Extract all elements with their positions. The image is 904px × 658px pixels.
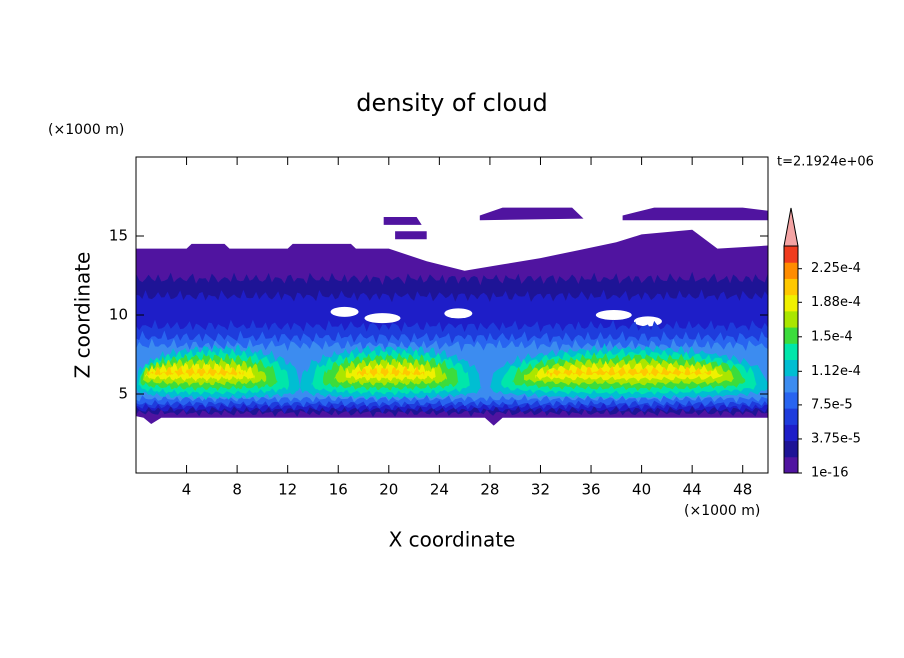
contour-region	[622, 207, 768, 221]
colorbar-band	[784, 246, 798, 263]
colorbar-band	[784, 391, 798, 409]
contour-region	[395, 231, 427, 240]
x-tick-label: 40	[632, 481, 651, 499]
x-tick-label: 32	[531, 481, 550, 499]
contour-region	[345, 361, 436, 382]
colorbar-band	[784, 343, 798, 360]
colorbar-frame	[783, 245, 799, 474]
colorbar-band	[784, 294, 798, 312]
colorbar-band	[784, 375, 798, 393]
y-unit: (×1000 m)	[48, 122, 124, 138]
time-annotation: t=2.1924e+06	[777, 155, 874, 170]
colorbar-tick-label: 1e-16	[811, 466, 849, 481]
x-tick-label: 16	[329, 481, 348, 499]
contour-region	[546, 365, 712, 378]
colorbar-band	[784, 262, 798, 279]
y-tick-label: 10	[109, 306, 128, 324]
contour-region	[479, 207, 584, 221]
colorbar-band	[784, 440, 798, 458]
colorbar-band	[784, 310, 798, 328]
colorbar-band	[784, 456, 798, 474]
x-tick-label: 8	[232, 481, 242, 499]
y-tick-label: 15	[109, 227, 128, 245]
colorbar-band	[784, 408, 798, 425]
colorbar-band	[784, 424, 798, 442]
contour-field	[136, 207, 768, 426]
colorbar-tick-label: 1.12e-4	[811, 364, 861, 379]
x-tick-label: 36	[581, 481, 600, 499]
colorbar-tick-label: 1.88e-4	[811, 295, 861, 310]
x-tick-label: 48	[733, 481, 752, 499]
x-tick-label: 24	[430, 481, 449, 499]
contour-hole	[595, 310, 632, 320]
x-axis-label: X coordinate	[389, 528, 516, 552]
y-tick-label: 5	[118, 385, 128, 403]
x-tick-label: 12	[278, 481, 297, 499]
colorbar-extension	[783, 207, 799, 247]
x-tick-label: 20	[379, 481, 398, 499]
colorbar-band	[784, 278, 798, 296]
contour-hole	[364, 313, 401, 324]
contour-hole	[330, 306, 359, 317]
colorbar-band	[784, 327, 798, 344]
contour-region	[383, 217, 422, 225]
contour-region	[147, 365, 244, 377]
x-tick-label: 4	[182, 481, 192, 499]
x-tick-label: 28	[480, 481, 499, 499]
contour-hole	[444, 308, 473, 319]
colorbar-tick-label: 7.5e-5	[811, 397, 853, 412]
colorbar-tick-label: 2.25e-4	[811, 261, 861, 276]
x-tick-label: 44	[683, 481, 702, 499]
colorbar-band	[784, 359, 798, 377]
chart-title: density of cloud	[356, 89, 547, 117]
x-unit: (×1000 m)	[684, 503, 760, 519]
colorbar-tick-label: 3.75e-5	[811, 431, 861, 446]
contour-region	[357, 366, 425, 377]
colorbar-tick-label: 1.5e-4	[811, 329, 853, 344]
y-axis-label: Z coordinate	[71, 252, 95, 379]
